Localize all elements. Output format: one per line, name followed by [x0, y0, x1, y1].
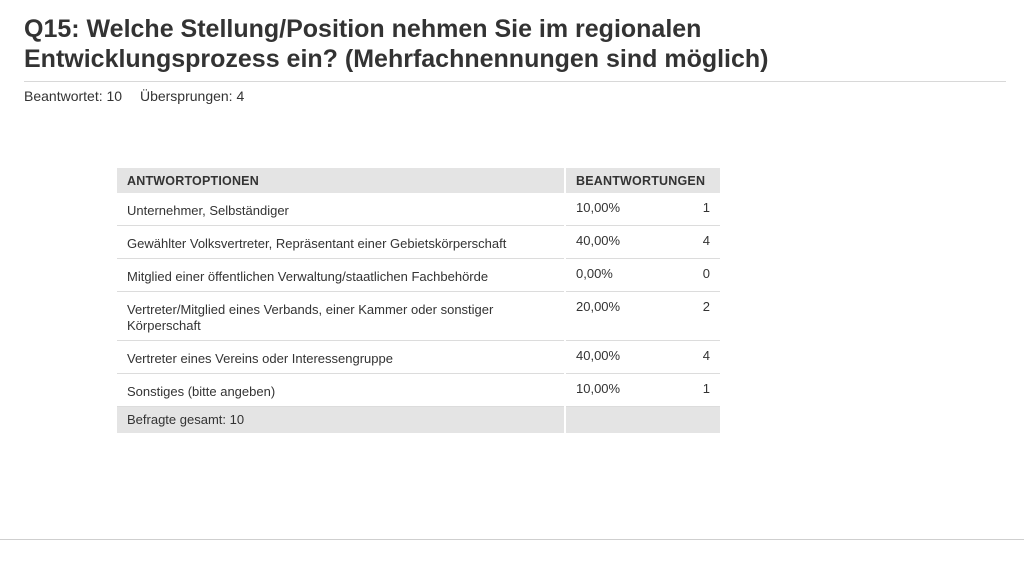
- response-percent: 40,00%: [576, 348, 621, 363]
- title-line-2: Entwicklungsprozess ein? (Mehrfachnennun…: [24, 45, 769, 73]
- response-cell: 10,00% 1: [564, 193, 720, 226]
- response-count: 4: [702, 348, 710, 363]
- footer-divider: [0, 539, 1024, 540]
- answer-option: Mitglied einer öffentlichen Verwaltung/s…: [117, 258, 565, 292]
- answer-option: Unternehmer, Selbständiger: [117, 193, 565, 226]
- total-row: Befragte gesamt: 10: [117, 406, 720, 433]
- table-row: Sonstiges (bitte angeben) 10,00% 1: [117, 373, 720, 407]
- table-row: Mitglied einer öffentlichen Verwaltung/s…: [117, 258, 720, 292]
- table-row: Unternehmer, Selbständiger 10,00% 1: [117, 193, 720, 226]
- response-count: 1: [702, 381, 710, 396]
- response-percent: 10,00%: [576, 381, 621, 396]
- response-cell: 40,00% 4: [564, 340, 720, 374]
- table-row: Vertreter/Mitglied eines Verbands, einer…: [117, 291, 720, 341]
- response-cell: 20,00% 2: [564, 291, 720, 341]
- page-title: Q15: Welche Stellung/Position nehmen Sie…: [24, 14, 984, 74]
- response-percent: 0,00%: [576, 266, 613, 281]
- response-percent: 10,00%: [576, 200, 621, 215]
- title-divider: [24, 81, 1006, 82]
- total-respondents: Befragte gesamt: 10: [117, 406, 565, 433]
- response-cell: 40,00% 4: [564, 225, 720, 259]
- response-count: 4: [702, 233, 710, 248]
- response-count: 1: [702, 200, 710, 215]
- total-empty-cell: [564, 406, 720, 433]
- title-line-1: Q15: Welche Stellung/Position nehmen Sie…: [24, 15, 702, 43]
- table-header-row: ANTWORTOPTIONEN BEANTWORTUNGEN: [117, 168, 720, 193]
- header-answer-options: ANTWORTOPTIONEN: [117, 168, 565, 193]
- header-responses: BEANTWORTUNGEN: [564, 168, 720, 193]
- response-cell: 0,00% 0: [564, 258, 720, 292]
- response-cell: 10,00% 1: [564, 373, 720, 407]
- table-row: Gewählter Volksvertreter, Repräsentant e…: [117, 225, 720, 259]
- response-count: 0: [702, 266, 710, 281]
- answer-option: Sonstiges (bitte angeben): [117, 373, 565, 407]
- answer-option: Gewählter Volksvertreter, Repräsentant e…: [117, 225, 565, 259]
- table-row: Vertreter eines Vereins oder Interesseng…: [117, 340, 720, 374]
- answer-option: Vertreter/Mitglied eines Verbands, einer…: [117, 291, 565, 341]
- response-summary: Beantwortet: 10 Übersprungen: 4: [24, 88, 244, 104]
- answer-option: Vertreter eines Vereins oder Interesseng…: [117, 340, 565, 374]
- response-percent: 20,00%: [576, 299, 621, 314]
- response-count: 2: [702, 299, 710, 314]
- results-table: ANTWORTOPTIONEN BEANTWORTUNGEN Unternehm…: [117, 168, 720, 433]
- response-percent: 40,00%: [576, 233, 621, 248]
- answered-count: Beantwortet: 10: [24, 88, 123, 104]
- skipped-count: Übersprungen: 4: [139, 88, 245, 104]
